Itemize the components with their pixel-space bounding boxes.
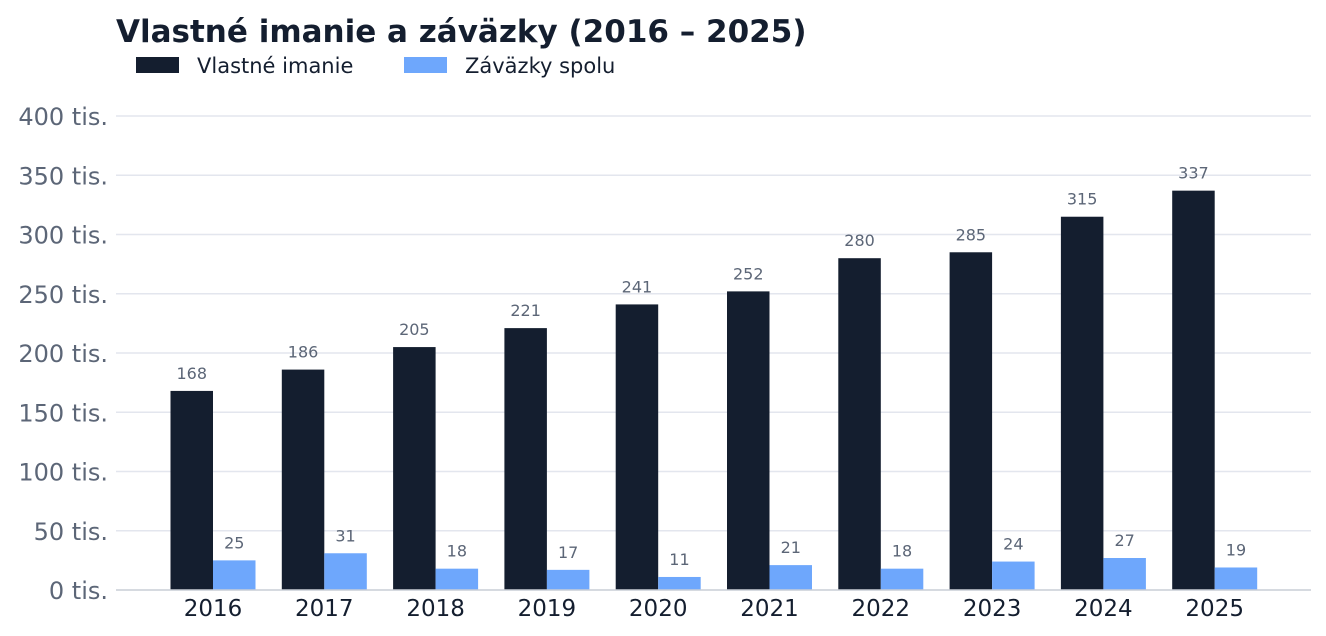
liabilities-bar (769, 565, 812, 590)
liabilities-value-label: 18 (892, 542, 912, 561)
equity-value-label: 205 (399, 320, 430, 339)
equity-bar (1172, 190, 1215, 590)
chart-title: Vlastné imanie a záväzky (2016 – 2025) (116, 14, 807, 50)
legend-swatch-equity (136, 57, 179, 73)
liabilities-value-label: 19 (1226, 540, 1246, 559)
y-tick-label: 200 tis. (18, 340, 108, 368)
equity-value-label: 337 (1178, 164, 1209, 183)
liabilities-bar (324, 553, 367, 590)
x-tick-label: 2017 (295, 596, 354, 622)
liabilities-bar (992, 561, 1035, 590)
legend-label-liabilities: Záväzky spolu (465, 54, 615, 78)
equity-value-label: 315 (1067, 190, 1098, 209)
liabilities-value-label: 17 (558, 543, 578, 562)
y-tick-label: 250 tis. (18, 281, 108, 309)
liabilities-bar (1214, 567, 1258, 590)
x-tick-label: 2018 (406, 596, 465, 622)
legend-label-equity: Vlastné imanie (197, 54, 353, 78)
equity-bar (504, 328, 547, 590)
liabilities-bar (880, 568, 924, 590)
liabilities-value-label: 24 (1003, 535, 1023, 554)
equity-bar (393, 347, 436, 590)
equity-value-label: 280 (844, 231, 875, 250)
equity-value-label: 168 (176, 364, 207, 383)
liabilities-value-label: 27 (1114, 531, 1134, 550)
equity-bar (727, 291, 770, 590)
equity-value-label: 241 (622, 277, 653, 296)
equity-bar (170, 390, 213, 590)
liabilities-bar (1103, 558, 1146, 590)
equity-bar (838, 258, 881, 590)
equity-value-label: 285 (956, 225, 987, 244)
x-axis: 2016 2017 2018 2019 2020 2021 2022 2023 2024 2025 (116, 589, 1311, 622)
liabilities-bar (546, 569, 590, 590)
liabilities-bar (658, 576, 701, 590)
y-tick-label: 100 tis. (18, 459, 108, 487)
liabilities-value-label: 21 (781, 538, 801, 557)
x-tick-label: 2023 (963, 596, 1022, 622)
y-tick-label: 400 tis. (18, 103, 108, 131)
x-tick-label: 2022 (852, 596, 911, 622)
equity-value-label: 186 (288, 343, 319, 362)
equity-value-label: 252 (733, 264, 764, 283)
liabilities-value-label: 18 (447, 542, 467, 561)
y-tick-label: 50 tis. (34, 518, 108, 546)
x-tick-label: 2019 (518, 596, 577, 622)
liabilities-bar (435, 568, 479, 590)
liabilities-value-label: 25 (224, 533, 244, 552)
liabilities-value-label: 31 (335, 526, 355, 545)
liabilities-value-label: 11 (669, 550, 689, 569)
y-tick-label: 350 tis. (18, 162, 108, 190)
equity-value-label: 221 (510, 301, 541, 320)
y-axis: 0 tis. 50 tis. 100 tis. 150 tis. 200 tis. 250… (18, 103, 108, 605)
legend: Vlastné imanie Záväzky spolu (136, 54, 615, 78)
liabilities-bar (213, 560, 256, 590)
x-tick-label: 2016 (184, 596, 243, 622)
equity-bar (615, 304, 659, 590)
x-tick-label: 2025 (1185, 596, 1244, 622)
equity-bar (949, 252, 993, 590)
equity-bar (281, 369, 325, 590)
bars (170, 190, 1258, 590)
y-tick-label: 0 tis. (49, 577, 108, 605)
x-tick-label: 2024 (1074, 596, 1133, 622)
equity-bar (1060, 216, 1104, 590)
data-labels: 168 25 186 31 205 18 221 17 241 11 252 21 280 18 285 24… (176, 164, 1246, 569)
x-tick-label: 2020 (629, 596, 688, 622)
x-tick-label: 2021 (740, 596, 799, 622)
y-tick-label: 150 tis. (18, 399, 108, 427)
legend-swatch-liabilities (404, 57, 447, 73)
y-tick-label: 300 tis. (18, 222, 108, 250)
